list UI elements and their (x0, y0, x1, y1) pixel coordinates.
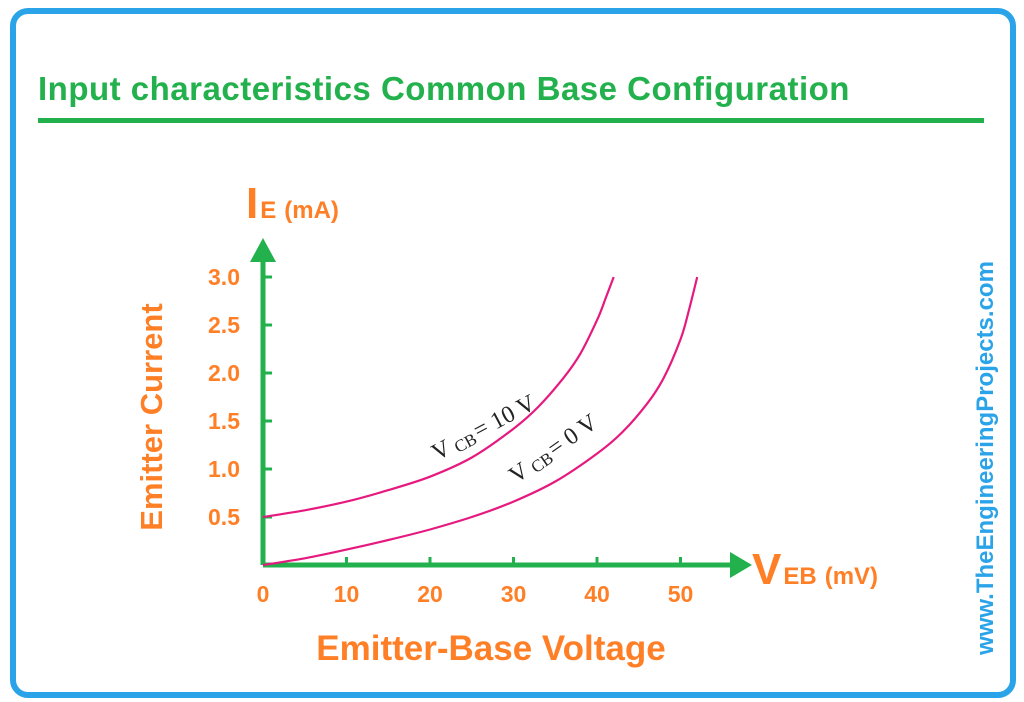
x-axis-label: Emitter-Base Voltage (316, 629, 665, 668)
axes (250, 238, 752, 578)
title-underline (38, 118, 984, 123)
curves (262, 276, 699, 567)
y-tick-label: 1.5 (208, 408, 240, 434)
y-axis-arrowhead (250, 238, 276, 262)
x-axis-arrowhead (730, 552, 752, 578)
x-axis-symbol: VEB (mV) (752, 545, 878, 594)
y-tick-label: 0.5 (208, 504, 240, 530)
x-tick-label: 50 (668, 581, 694, 607)
watermark-text: www.TheEngineeringProjects.com (972, 261, 999, 655)
series-label-vcb-10v: VCB= 10 V (428, 390, 541, 467)
y-tick-label: 3.0 (208, 264, 240, 290)
x-tick-label: 10 (334, 581, 360, 607)
x-tick-label: 40 (584, 581, 610, 607)
chart-title: Input characteristics Common Base Config… (38, 70, 850, 107)
y-tick-label: 1.0 (208, 456, 240, 482)
ticks: 0 10 20 30 40 50 0.5 1.0 1.5 2.0 2.5 3.0 (208, 264, 693, 607)
x-tick-label: 30 (501, 581, 527, 607)
curve-vcb-10v (262, 276, 615, 519)
y-axis-symbol: IE (mA) (246, 179, 339, 228)
curve-vcb-0v (262, 276, 699, 567)
y-axis-label: Emitter Current (134, 303, 169, 530)
y-tick-label: 2.0 (208, 360, 240, 386)
y-tick-label: 2.5 (208, 312, 240, 338)
x-tick-label: 20 (417, 581, 443, 607)
page-frame (10, 8, 1016, 698)
x-tick-label: 0 (257, 581, 270, 607)
